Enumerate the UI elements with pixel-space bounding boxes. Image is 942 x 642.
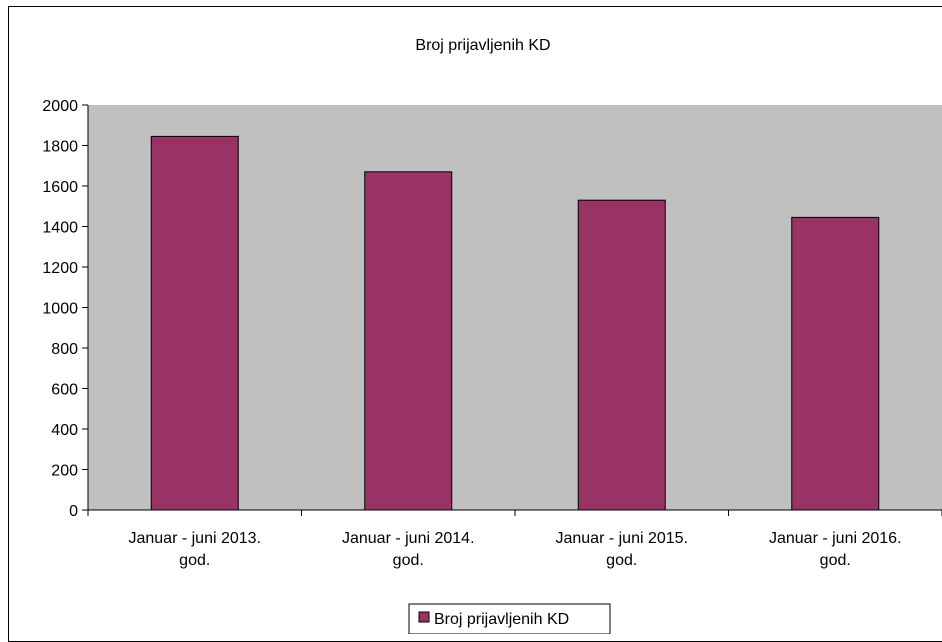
bar: [791, 216, 880, 511]
bar: [150, 135, 239, 511]
y-tick-label: 1400: [42, 220, 78, 237]
y-tick-label: 1600: [42, 179, 78, 196]
legend-box: [408, 603, 611, 634]
bar: [364, 171, 453, 511]
x-tick-label: Januar - juni 2014. god.: [342, 530, 475, 569]
legend-label: Broj prijavljenih KD: [434, 611, 569, 628]
y-tick-label: 2000: [42, 98, 78, 115]
y-tick-label: 400: [51, 422, 78, 439]
x-axis: Januar - juni 2013. god. Januar - juni 201…: [87, 509, 942, 569]
y-tick-label: 1000: [42, 301, 78, 318]
y-tick-label: 1200: [42, 260, 78, 277]
y-axis: 0 200 400 600 800 1000 1200 1400 1600 1800 2000: [42, 98, 89, 520]
y-tick-label: 1800: [42, 139, 78, 156]
x-tick-label: Januar - juni 2016. god.: [769, 530, 902, 569]
y-tick-label: 0: [69, 503, 78, 520]
y-tick-label: 200: [51, 463, 78, 480]
x-tick-label: Januar - juni 2015. god.: [555, 530, 688, 569]
legend-swatch: [418, 611, 430, 623]
y-tick-label: 600: [51, 382, 78, 399]
y-tick-label: 800: [51, 341, 78, 358]
legend: Broj prijavljenih KD: [408, 603, 611, 634]
x-tick-label: Januar - juni 2013. god.: [128, 530, 261, 569]
bar: [577, 199, 666, 511]
bars-group: [150, 135, 880, 511]
chart-title: Broj prijavljenih KD: [415, 37, 550, 54]
